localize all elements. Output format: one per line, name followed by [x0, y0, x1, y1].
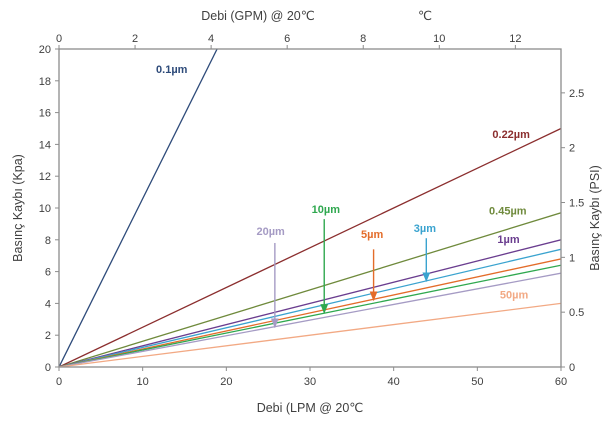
y-tick-label-right: 1.5 — [569, 198, 584, 210]
x-tick-label-bottom: 50 — [471, 376, 483, 388]
x-tick-label-bottom: 40 — [388, 376, 400, 388]
series-line-0-1-m — [59, 49, 218, 367]
series-line-1-m — [59, 239, 561, 367]
x-tick-label-top: 0 — [56, 33, 62, 45]
series-label-1-m: 1µm — [497, 234, 519, 246]
plot-area-frame — [58, 48, 562, 368]
y-tick-label-left: 0 — [45, 362, 51, 374]
x-axis-title-top-unit: ℃ — [418, 9, 432, 23]
series-line-0-22-m — [59, 127, 561, 367]
series-label-10-m: 10µm — [312, 204, 341, 216]
y-tick-label-left: 18 — [39, 76, 51, 88]
series-labels: 0.1µm 0.22µm 0.45µm 1µm 3µm 5µm 10µm 20µm 50µm — [156, 64, 530, 302]
y-tick-label-right: 2 — [569, 143, 575, 155]
series-label-0-1-m: 0.1µm — [156, 64, 188, 76]
series-arrows — [270, 219, 431, 329]
x-tick-label-bottom: 30 — [304, 376, 316, 388]
y-tick-label-left: 6 — [45, 267, 51, 279]
y-tick-label-left: 12 — [39, 171, 51, 183]
series-label-5-m: 5µm — [361, 229, 383, 241]
x-tick-label-bottom: 0 — [56, 376, 62, 388]
series-label-20-m: 20µm — [256, 226, 285, 238]
series-line-10-m — [59, 264, 561, 367]
series-lines — [59, 49, 561, 367]
y-tick-label-right: 0.5 — [569, 307, 584, 319]
x-tick-label-bottom: 10 — [137, 376, 149, 388]
y-tick-label-left: 10 — [39, 203, 51, 215]
x-tick-label-bottom: 20 — [220, 376, 232, 388]
axis-ticks: 0 10 20 30 40 50 600 2 4 6 8 10 12024681012141618200… — [39, 33, 585, 388]
series-label-3-m: 3µm — [414, 223, 436, 235]
x-axis-title-top: Debi (GPM) @ 20℃ — [201, 9, 315, 23]
series-label-0-22-m: 0.22µm — [492, 129, 530, 141]
y-tick-label-right: 0 — [569, 362, 575, 374]
y-tick-label-left: 8 — [45, 235, 51, 247]
y-axis-title-left: Basınç Kaybı (Kpa) — [11, 154, 25, 262]
y-tick-label-left: 20 — [39, 44, 51, 56]
y-tick-label-left: 16 — [39, 108, 51, 120]
series-line-3-m — [59, 248, 561, 367]
x-tick-label-top: 6 — [284, 33, 290, 45]
x-tick-label-bottom: 60 — [555, 376, 567, 388]
y-tick-label-left: 2 — [45, 330, 51, 342]
series-label-50-m: 50µm — [500, 290, 529, 302]
x-tick-label-top: 10 — [433, 33, 445, 45]
series-line-50-m — [59, 302, 561, 367]
y-tick-label-left: 14 — [39, 139, 51, 151]
series-line-20-m — [59, 272, 561, 367]
series-line-0-45-m — [59, 212, 561, 367]
y-tick-label-right: 2.5 — [569, 88, 584, 100]
series-line-5-m — [59, 258, 561, 367]
x-tick-label-top: 2 — [132, 33, 138, 45]
y-tick-label-left: 4 — [45, 298, 51, 310]
y-tick-label-right: 1 — [569, 252, 575, 264]
x-axis-title-bottom: Debi (LPM @ 20℃ — [257, 401, 364, 415]
x-tick-label-top: 12 — [509, 33, 521, 45]
x-tick-label-top: 8 — [360, 33, 366, 45]
x-tick-label-top: 4 — [208, 33, 214, 45]
series-label-0-45-m: 0.45µm — [489, 205, 527, 217]
y-axis-title-right: Basınç Kaybı (PSI) — [588, 165, 602, 271]
